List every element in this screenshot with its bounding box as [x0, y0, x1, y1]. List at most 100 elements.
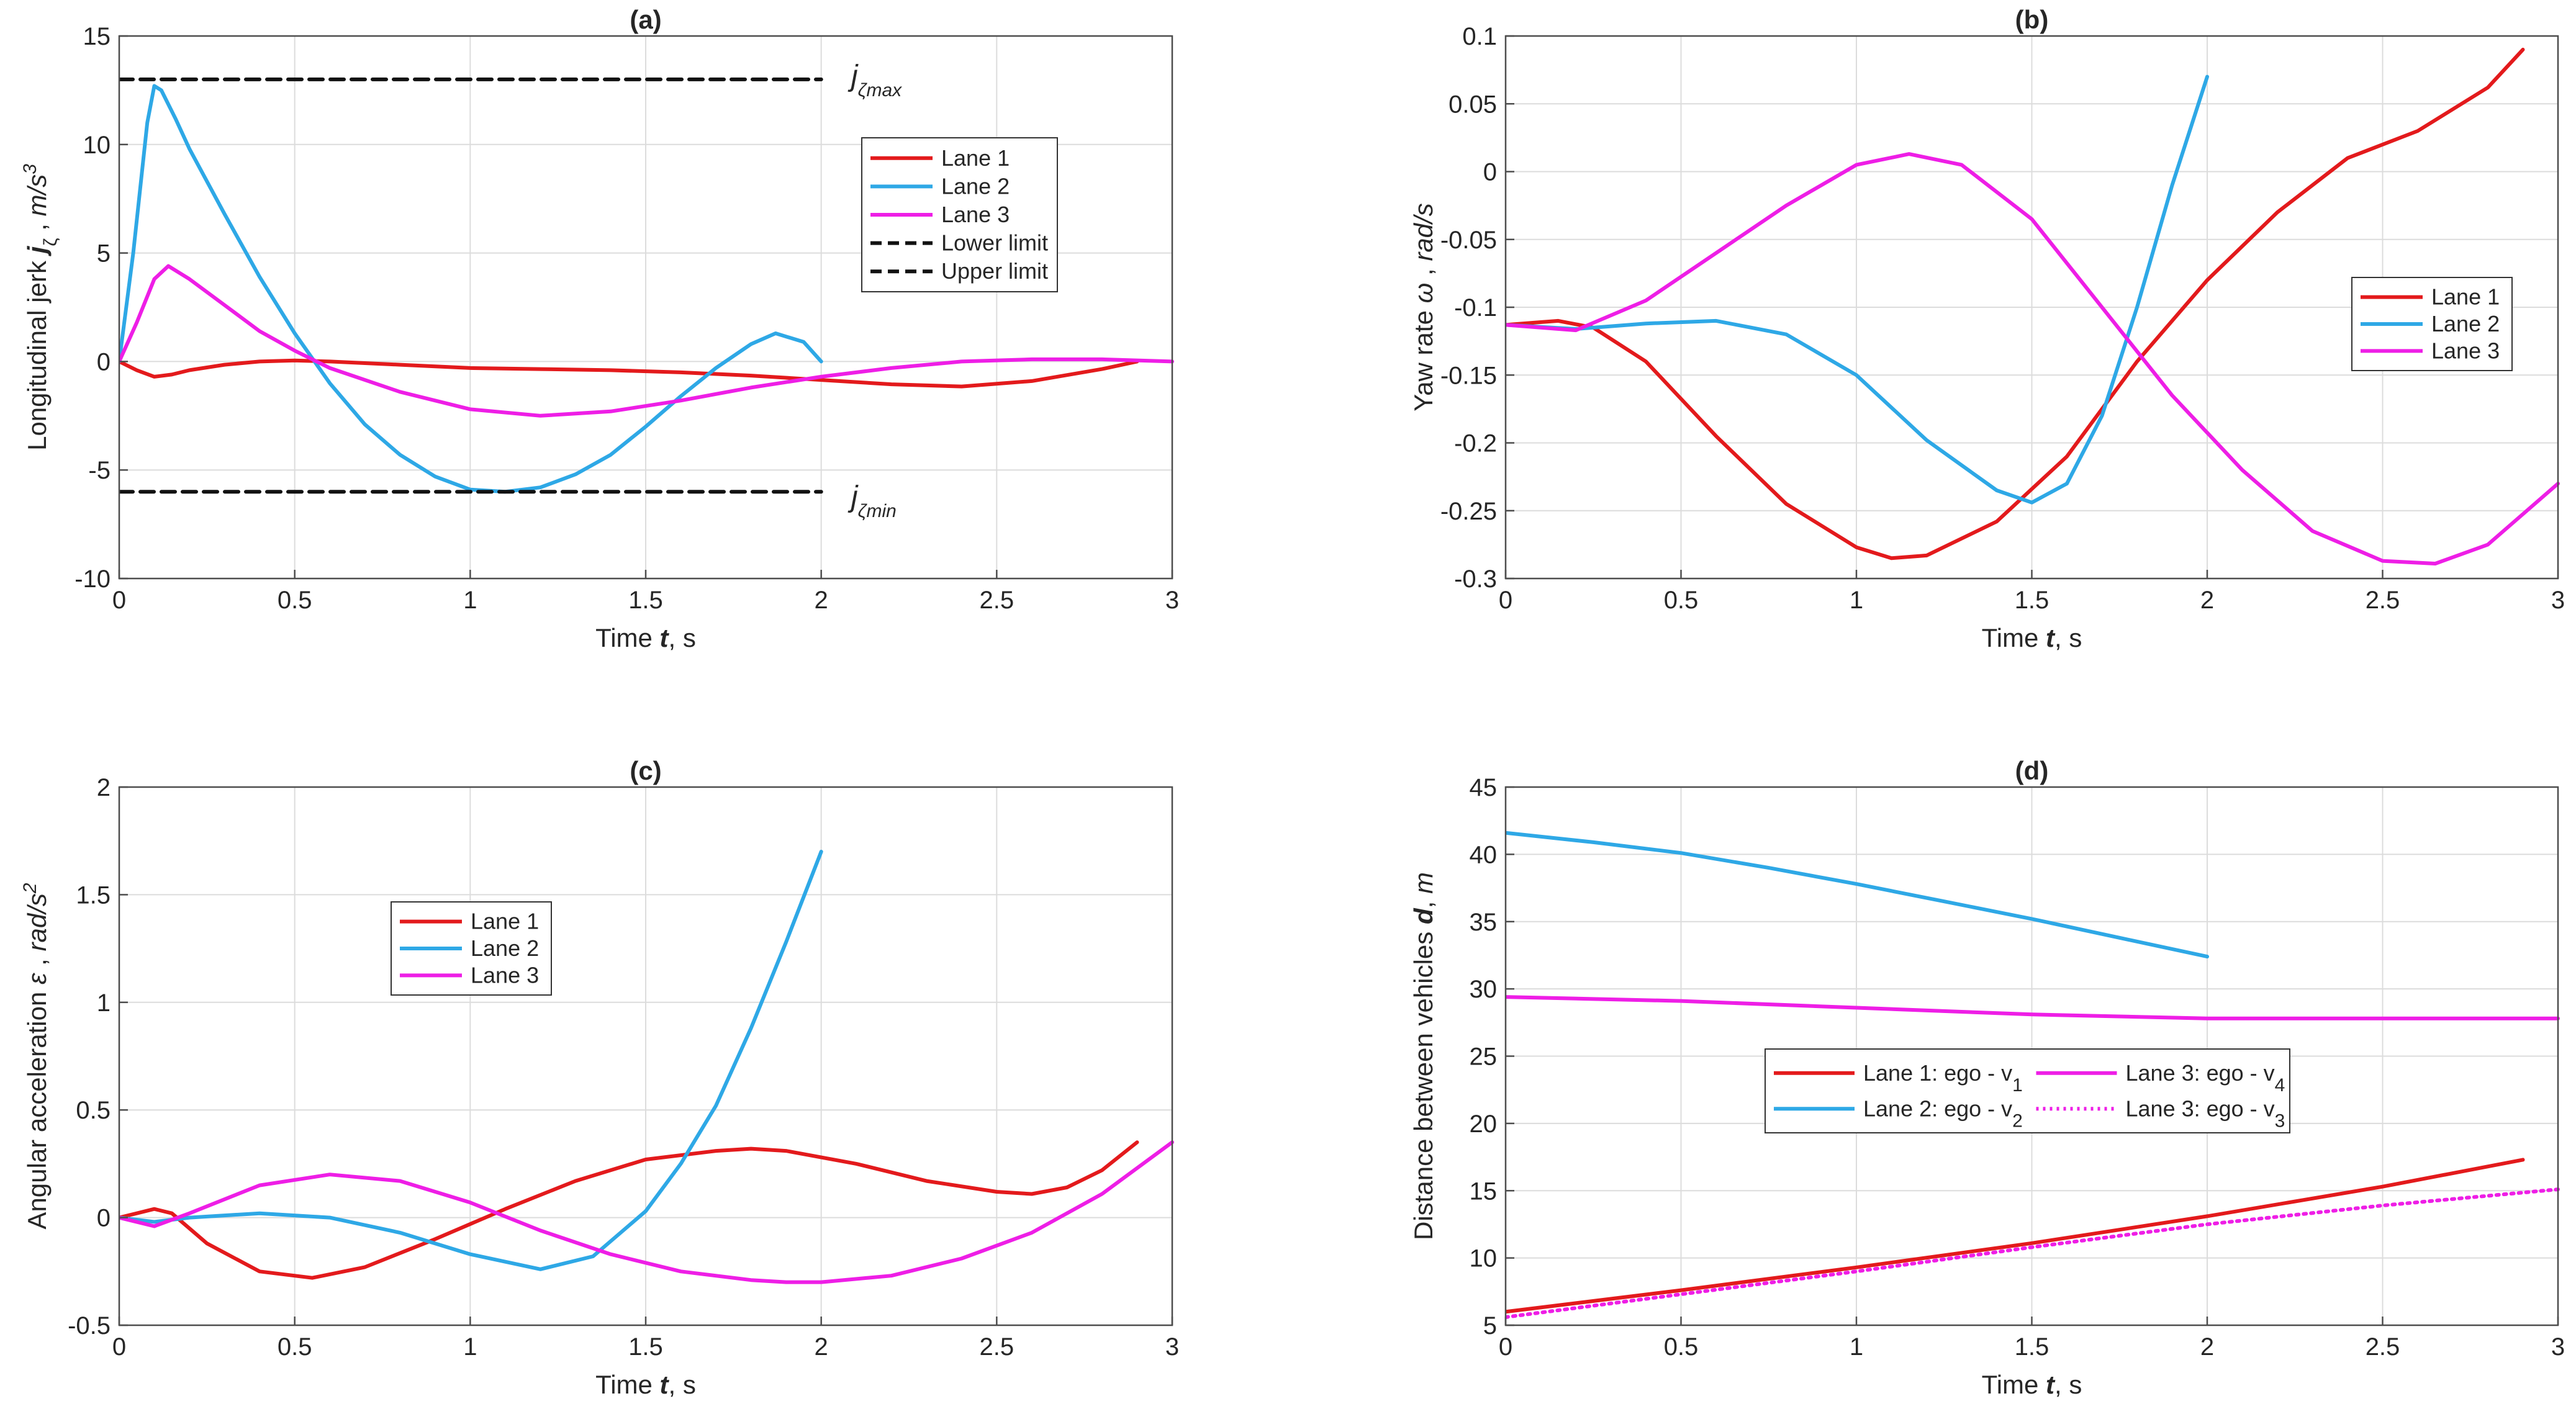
x-tick-label: 1 [1850, 1333, 1863, 1361]
y-tick-label: 30 [1470, 976, 1498, 1003]
chart-title: (d) [2015, 756, 2049, 785]
series-line-1 [1506, 1158, 2525, 1314]
series-line-3 [1506, 995, 2560, 1020]
x-tick-label: 0 [112, 587, 126, 614]
y-tick-label: 35 [1470, 909, 1498, 936]
legend-label: Lane 3: ego - v4 [2126, 1060, 2285, 1096]
chart-a: 0 0.5 1 1.5 2 2.5 3 -10 -5 0 5 10 15 (a) Time t, s Long… [20, 5, 1180, 652]
y-tick-label: 25 [1470, 1043, 1498, 1071]
series-line-4 [1506, 1187, 2560, 1319]
chart-b: 0 0.5 1 1.5 2 2.5 3 -0.3 -0.25 -0.2 -0.15 -0.1 -0.05… [1409, 5, 2565, 652]
legend-label: Lower limit [941, 230, 1048, 256]
x-tick-label: 2.5 [980, 1333, 1015, 1361]
y-tick-label: 45 [1470, 774, 1498, 801]
y-tick-label: -0.3 [1454, 565, 1497, 593]
y-tick-label: -0.15 [1440, 362, 1497, 389]
y-tick-label: -10 [75, 565, 111, 593]
x-tick-label: 0.5 [278, 587, 312, 614]
series-line-3 [119, 264, 1174, 418]
y-tick-label: 5 [1483, 1312, 1497, 1340]
legend-label: Lane 2 [471, 935, 539, 961]
x-tick-label: 2 [815, 587, 828, 614]
chart-title: (c) [630, 756, 661, 785]
y-tick-label: 0 [97, 348, 111, 376]
x-axis-label: Time t, s [595, 1370, 696, 1399]
chart-title: (a) [630, 5, 661, 34]
series-group [119, 77, 1174, 494]
x-tick-label: 1.5 [628, 1333, 663, 1361]
x-tick-label: 3 [1165, 1333, 1179, 1361]
x-axis-label: Time t, s [1982, 1370, 2082, 1399]
x-tick-label: 0 [1499, 587, 1512, 614]
x-tick-label: 0.5 [278, 1333, 312, 1361]
legend-label: Lane 3 [2431, 338, 2500, 363]
series-group [1506, 47, 2560, 565]
legend-label: Lane 2 [2431, 311, 2500, 336]
chart-title: (b) [2015, 5, 2049, 34]
x-tick-label: 0 [1499, 1333, 1512, 1361]
y-tick-label: -0.25 [1440, 498, 1497, 525]
y-tick-label: -0.05 [1440, 227, 1497, 254]
x-tick-label: 1 [463, 1333, 477, 1361]
x-tick-label: 3 [2551, 587, 2565, 614]
y-tick-label: 0.05 [1448, 91, 1497, 118]
series-group [1506, 831, 2560, 1319]
legend-label: Lane 1: ego - v1 [1863, 1060, 2023, 1096]
legend-label: Lane 1 [2431, 284, 2500, 310]
y-tick-label: 0 [1483, 159, 1497, 186]
legend-box [1765, 1048, 2290, 1133]
y-tick-label: 1 [97, 989, 111, 1017]
y-tick-label: 0.1 [1462, 23, 1497, 50]
series-line-3 [1506, 152, 2560, 565]
x-tick-label: 1.5 [628, 587, 663, 614]
series-group [119, 850, 1174, 1284]
x-tick-label: 1 [1850, 587, 1863, 614]
series-line-2 [1506, 831, 2209, 959]
y-axis-label: Longitudinal jerk jζ , m/s3 [20, 164, 61, 451]
series-line-2 [119, 84, 823, 494]
y-tick-label: 20 [1470, 1110, 1498, 1138]
x-tick-label: 1.5 [2015, 1333, 2050, 1361]
y-axis-label: Angular acceleration ε , rad/s2 [20, 883, 52, 1229]
legend-label: Lane 2: ego - v2 [1863, 1096, 2023, 1131]
y-tick-label: -5 [88, 457, 111, 484]
y-tick-label: -0.5 [68, 1312, 111, 1340]
x-tick-label: 2 [2200, 587, 2214, 614]
legend-label: Lane 3: ego - v3 [2126, 1096, 2285, 1131]
legend-label: Upper limit [941, 258, 1048, 284]
series-line-3 [119, 1140, 1174, 1284]
y-tick-label: -0.2 [1454, 430, 1497, 457]
x-tick-label: 1.5 [2015, 587, 2050, 614]
x-tick-label: 2 [815, 1333, 828, 1361]
x-tick-label: 2.5 [980, 587, 1015, 614]
y-axis-label: Yaw rate ω , rad/s [1409, 203, 1438, 411]
x-tick-label: 0.5 [1664, 587, 1699, 614]
x-tick-label: 0 [112, 1333, 126, 1361]
y-tick-label: 10 [1470, 1245, 1498, 1272]
y-tick-label: 15 [83, 23, 111, 50]
x-axis-label: Time t, s [1982, 623, 2082, 652]
legend-label: Lane 3 [471, 962, 539, 988]
x-tick-label: 2.5 [2366, 1333, 2400, 1361]
y-tick-label: 5 [97, 240, 111, 268]
series-line-1 [119, 358, 1139, 389]
y-axis-label: Distance between vehicles d, m [1409, 872, 1438, 1240]
legend-label: Lane 2 [941, 173, 1010, 199]
x-tick-label: 3 [2551, 1333, 2565, 1361]
y-tick-label: -0.1 [1454, 294, 1497, 322]
y-tick-label: 15 [1470, 1178, 1498, 1205]
y-tick-label: 2 [97, 774, 111, 801]
x-tick-label: 2.5 [2366, 587, 2400, 614]
y-tick-label: 40 [1470, 841, 1498, 868]
series-line-2 [119, 850, 823, 1271]
legend-label: Lane 1 [941, 145, 1010, 171]
x-tick-label: 1 [463, 587, 477, 614]
x-tick-label: 3 [1165, 587, 1179, 614]
legend-label: Lane 1 [471, 909, 539, 934]
x-tick-label: 0.5 [1664, 1333, 1699, 1361]
